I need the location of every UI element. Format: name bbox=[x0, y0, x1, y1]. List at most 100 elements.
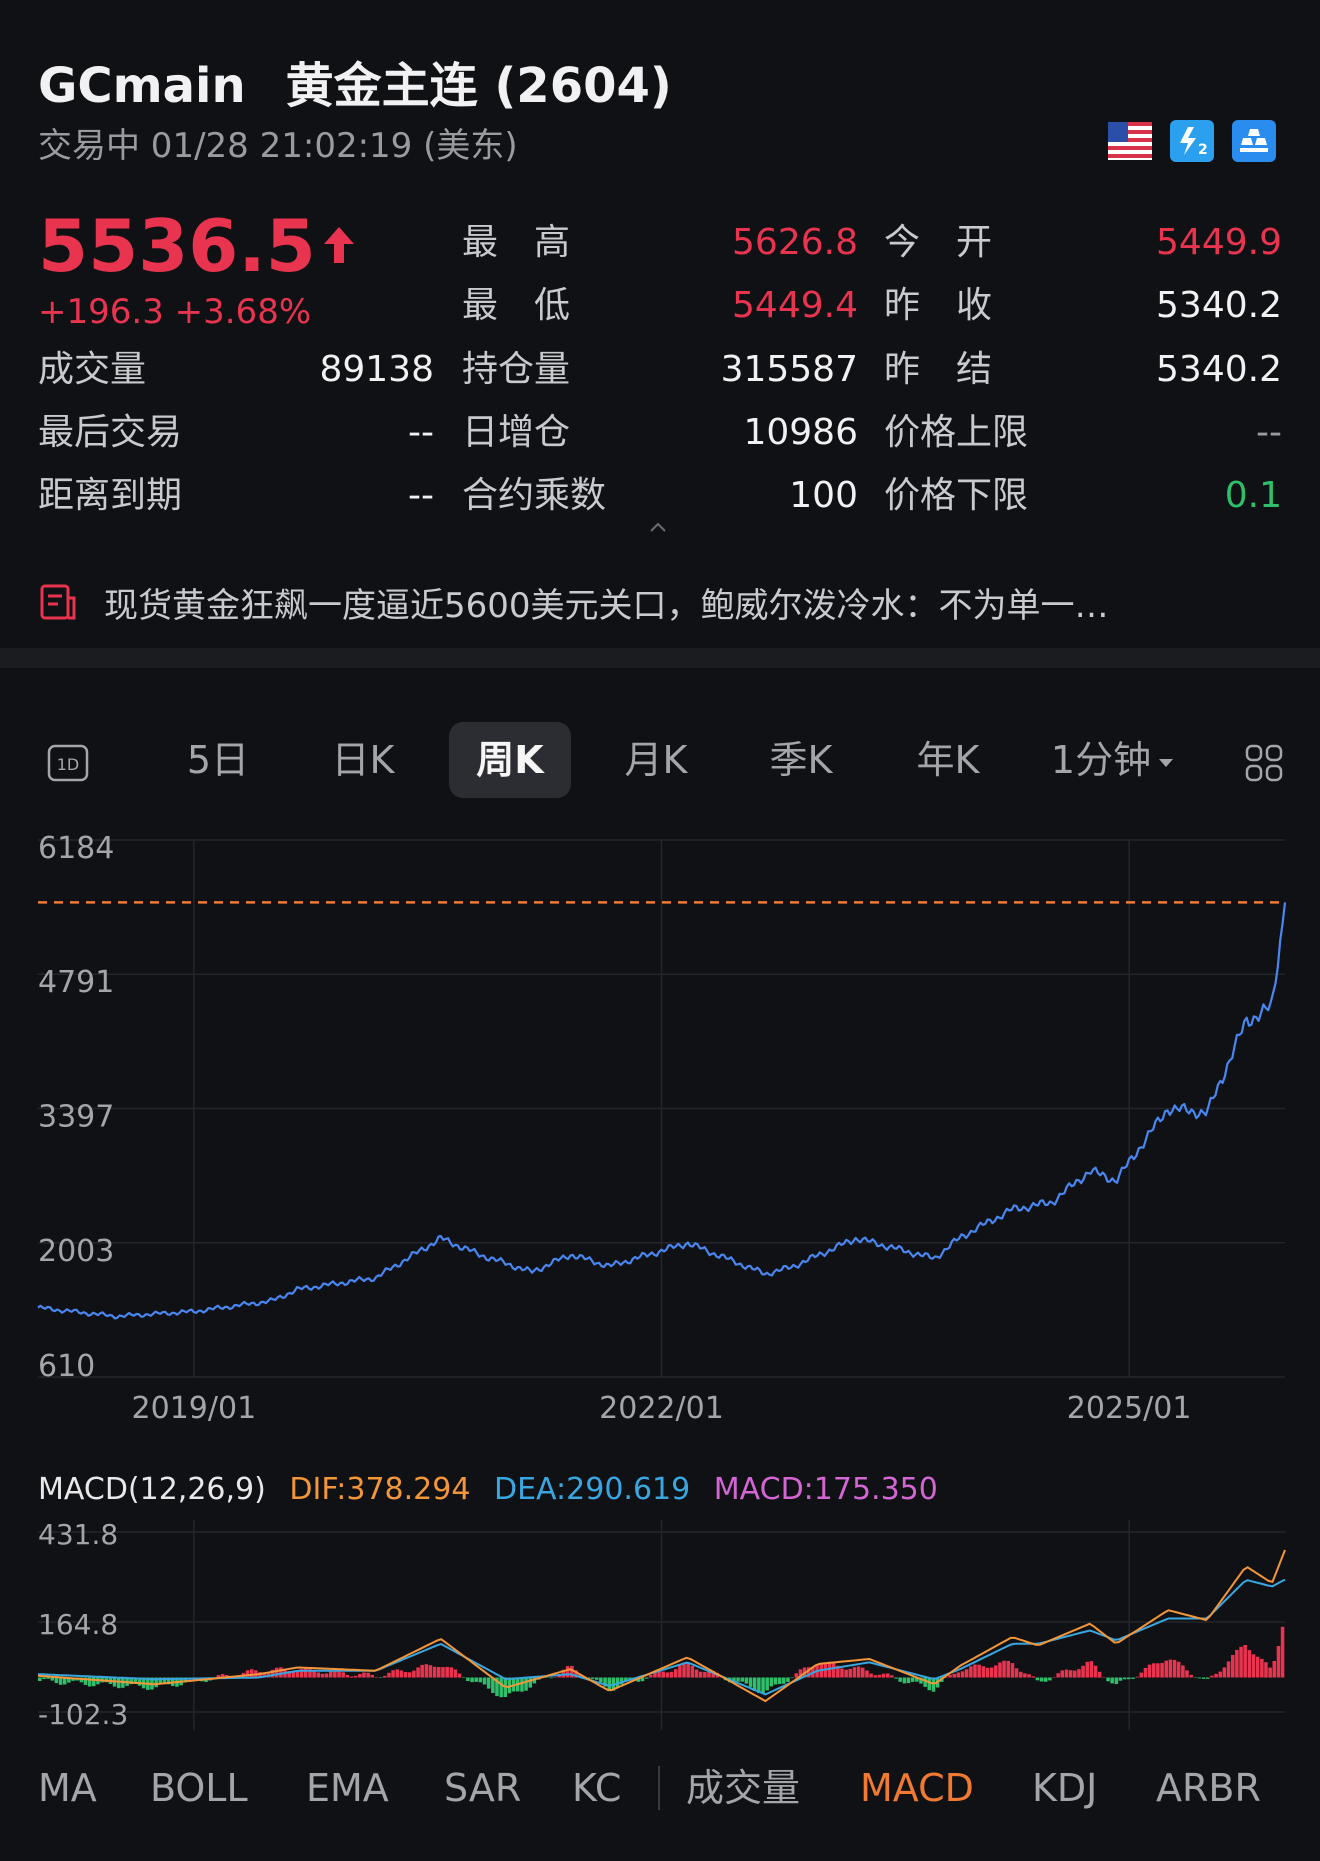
macd-histogram-bar bbox=[649, 1674, 653, 1678]
macd-histogram-bar bbox=[46, 1677, 50, 1679]
news-ticker[interactable]: 现货黄金狂飙一度逼近5600美元关口，鲍威尔泼冷水：不为单一… bbox=[38, 580, 1288, 626]
macd-histogram-bar bbox=[545, 1677, 549, 1678]
macd-histogram-bar bbox=[424, 1664, 429, 1678]
tab-1min[interactable]: 1分钟 bbox=[1038, 722, 1188, 798]
y-tick-label: 2003 bbox=[38, 1234, 114, 1269]
macd-histogram-bar bbox=[291, 1672, 296, 1678]
macd-histogram-bar bbox=[711, 1671, 715, 1678]
macd-histogram-bar bbox=[1048, 1677, 1052, 1681]
macd-histogram-bar bbox=[927, 1677, 932, 1691]
macd-histogram-bar bbox=[1214, 1673, 1218, 1678]
macd-histogram-bar bbox=[154, 1677, 158, 1688]
more-grid-icon[interactable] bbox=[1240, 722, 1288, 798]
indicator-volume[interactable]: 成交量 bbox=[686, 1766, 801, 1810]
macd-histogram-bar bbox=[1239, 1646, 1243, 1678]
macd-chart[interactable]: 431.8 164.8 -102.3 bbox=[0, 1520, 1320, 1730]
macd-histogram-bar bbox=[324, 1673, 329, 1678]
tab-yearly-k[interactable]: 年K bbox=[916, 738, 980, 782]
macd-histogram-bar bbox=[665, 1672, 670, 1678]
us-flag-icon[interactable] bbox=[1108, 120, 1152, 162]
indicator-kc[interactable]: KC bbox=[572, 1766, 622, 1810]
macd-histogram-bar bbox=[852, 1667, 857, 1678]
macd-histogram-bar bbox=[624, 1677, 628, 1682]
macd-histogram-bar bbox=[137, 1677, 142, 1686]
macd-histogram-bar bbox=[969, 1666, 973, 1678]
macd-histogram-bar bbox=[1006, 1660, 1011, 1678]
tab-daily-k[interactable]: 日K bbox=[331, 738, 395, 782]
macd-histogram-bar bbox=[462, 1677, 466, 1678]
collapse-caret-icon[interactable] bbox=[648, 518, 668, 538]
macd-histogram-bar bbox=[378, 1677, 383, 1678]
macd-histogram-bar bbox=[117, 1677, 121, 1689]
indicator-bar: MA BOLL EMA SAR KC 成交量 MACD KDJ ARBR bbox=[0, 1748, 1320, 1828]
macd-histogram-bar bbox=[133, 1677, 138, 1684]
macd-histogram-bar bbox=[1131, 1677, 1135, 1679]
indicator-kdj[interactable]: KDJ bbox=[1032, 1766, 1098, 1810]
macd-histogram-bar bbox=[807, 1667, 811, 1678]
price-line-chart[interactable]: 6184 4791 3397 2003 610 2019/01 2022/01 2025/01 bbox=[0, 810, 1320, 1440]
macd-histogram-bar bbox=[831, 1663, 836, 1678]
stat-value: 5340.2 bbox=[1156, 285, 1282, 326]
macd-histogram-bar bbox=[1222, 1667, 1227, 1678]
indicator-boll[interactable]: BOLL bbox=[150, 1766, 248, 1810]
tab-weekly-k[interactable]: 周K bbox=[449, 722, 571, 798]
macd-histogram-bar bbox=[769, 1677, 774, 1687]
macd-histogram-bar bbox=[1027, 1674, 1031, 1678]
tab-monthly-k[interactable]: 月K bbox=[624, 738, 688, 782]
indicator-sar[interactable]: SAR bbox=[444, 1766, 522, 1810]
macd-histogram-bar bbox=[67, 1677, 71, 1683]
stat-label: 持仓量 bbox=[462, 349, 571, 390]
macd-histogram-bar bbox=[1127, 1677, 1131, 1680]
macd-histogram-bar bbox=[1226, 1661, 1231, 1678]
indicator-arbr[interactable]: ARBR bbox=[1156, 1766, 1261, 1810]
macd-histogram-bar bbox=[1276, 1646, 1281, 1678]
tab-quarterly-k[interactable]: 季K bbox=[769, 738, 833, 782]
macd-histogram-bar bbox=[274, 1667, 279, 1678]
svg-text:2: 2 bbox=[1198, 142, 1208, 158]
macd-histogram-bar bbox=[886, 1673, 890, 1678]
stat-label: 合约乘数 bbox=[462, 475, 607, 516]
macd-histogram-bar bbox=[736, 1677, 740, 1682]
macd-histogram-bar bbox=[869, 1673, 873, 1678]
stat-label: 价格下限 bbox=[884, 475, 1029, 516]
y-tick-label: 610 bbox=[38, 1349, 95, 1384]
macd-histogram-bar bbox=[1081, 1665, 1085, 1678]
indicator-ema[interactable]: EMA bbox=[306, 1766, 389, 1810]
macd-params-label: MACD(12,26,9) bbox=[38, 1472, 266, 1507]
macd-histogram-bar bbox=[553, 1677, 557, 1678]
macd-histogram-bar bbox=[499, 1677, 503, 1698]
indicator-ma[interactable]: MA bbox=[38, 1766, 97, 1810]
tab-5d[interactable]: 5日 bbox=[186, 738, 250, 782]
gold-bars-icon[interactable] bbox=[1232, 120, 1276, 162]
macd-histogram-bar bbox=[1156, 1663, 1160, 1678]
level2-icon[interactable]: 2 bbox=[1170, 120, 1214, 162]
stat-label: 成交量 bbox=[38, 349, 147, 390]
macd-histogram-bar bbox=[474, 1677, 478, 1682]
y-tick-label: 164.8 bbox=[38, 1608, 118, 1641]
trading-status: 交易中 01/28 21:02:19 (美东) bbox=[38, 126, 518, 166]
macd-histogram-bar bbox=[1255, 1656, 1260, 1678]
stat-value: -- bbox=[408, 412, 434, 453]
macd-histogram-bar bbox=[432, 1666, 437, 1678]
stat-value: 100 bbox=[789, 475, 858, 516]
macd-histogram-bar bbox=[1247, 1650, 1252, 1678]
badge-group: 2 bbox=[1108, 120, 1276, 162]
macd-histogram-bar bbox=[320, 1673, 325, 1678]
macd-histogram-bar bbox=[674, 1669, 678, 1678]
macd-histogram-bar bbox=[590, 1677, 595, 1680]
macd-histogram-bar bbox=[1243, 1645, 1247, 1678]
macd-histogram-bar bbox=[1085, 1661, 1090, 1678]
macd-histogram-bar bbox=[985, 1667, 990, 1678]
macd-histogram-bar bbox=[1093, 1665, 1098, 1678]
macd-histogram-bar bbox=[87, 1677, 92, 1687]
indicator-macd[interactable]: MACD bbox=[860, 1766, 974, 1810]
tab-1d[interactable]: 1D bbox=[38, 722, 98, 798]
dif-line bbox=[37, 1549, 1286, 1703]
macd-histogram-bar bbox=[1189, 1674, 1193, 1678]
last-price: 5536.5 bbox=[38, 210, 356, 282]
calendar-1d-icon: 1D bbox=[47, 744, 89, 781]
macd-histogram-bar bbox=[387, 1672, 391, 1678]
macd-histogram-bar bbox=[1251, 1654, 1256, 1678]
macd-histogram-bar bbox=[981, 1666, 986, 1678]
macd-histogram-bar bbox=[166, 1677, 171, 1685]
